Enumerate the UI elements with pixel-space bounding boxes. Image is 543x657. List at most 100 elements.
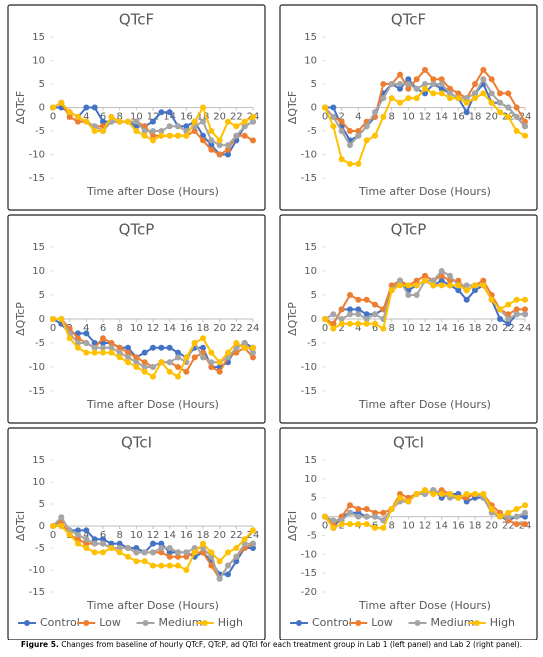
point xyxy=(225,571,231,578)
point xyxy=(166,123,173,130)
point xyxy=(83,536,90,543)
point xyxy=(438,81,445,87)
point xyxy=(430,90,437,97)
point xyxy=(83,118,90,125)
point xyxy=(422,85,428,92)
point xyxy=(463,99,470,106)
point xyxy=(372,524,378,531)
point xyxy=(141,558,148,565)
point xyxy=(100,118,106,125)
point xyxy=(405,292,412,298)
point xyxy=(125,545,131,551)
point xyxy=(91,104,98,111)
y-tick-label: 15 xyxy=(32,242,45,253)
x-tick-label: 4 xyxy=(83,530,89,541)
x-tick-label: 16 xyxy=(180,323,193,334)
point xyxy=(116,354,123,361)
point xyxy=(100,540,106,547)
point xyxy=(75,335,81,342)
legend-marker xyxy=(296,620,302,626)
point xyxy=(225,354,231,361)
point xyxy=(447,90,453,97)
point xyxy=(250,349,256,356)
caption-label: Figure 5. xyxy=(20,640,59,649)
point xyxy=(183,553,190,560)
y-tick-label: -10 xyxy=(301,150,317,161)
point xyxy=(233,123,240,130)
point xyxy=(250,527,256,534)
x-axis-label: Time after Dose (Hours) xyxy=(358,599,491,612)
point xyxy=(322,104,328,111)
point xyxy=(522,123,528,130)
point xyxy=(166,368,173,375)
point xyxy=(355,506,362,513)
point xyxy=(250,540,256,547)
point xyxy=(455,277,462,284)
point xyxy=(438,490,445,497)
y-tick-label: 5 xyxy=(39,499,45,510)
legend-label: Control xyxy=(40,616,80,629)
point xyxy=(388,81,395,87)
point xyxy=(447,490,453,497)
x-tick-label: 14 xyxy=(163,323,176,334)
x-tick-label: 20 xyxy=(213,323,226,334)
legend-marker xyxy=(83,620,90,626)
x-tick-label: 0 xyxy=(50,323,56,334)
x-tick-label: 20 xyxy=(485,112,498,123)
point xyxy=(480,277,487,284)
x-tick-label: 10 xyxy=(130,112,143,123)
point xyxy=(438,76,445,83)
point xyxy=(83,527,90,534)
point xyxy=(83,330,90,337)
x-tick-label: 0 xyxy=(322,112,328,123)
point xyxy=(438,268,445,274)
point xyxy=(522,311,528,318)
point xyxy=(413,282,420,289)
point xyxy=(363,316,370,322)
point xyxy=(480,76,487,83)
point xyxy=(166,132,173,139)
point xyxy=(497,90,503,97)
x-tick-label: 0 xyxy=(50,530,56,541)
x-tick-label: 8 xyxy=(116,323,122,334)
point xyxy=(241,344,248,351)
point xyxy=(225,142,231,149)
x-tick-label: 12 xyxy=(147,323,160,334)
y-tick-label: 15 xyxy=(32,32,45,43)
point xyxy=(397,282,403,289)
x-tick-label: 22 xyxy=(230,323,243,334)
point xyxy=(233,344,240,351)
x-tick-label: 8 xyxy=(388,323,394,334)
point xyxy=(166,553,173,560)
point xyxy=(513,311,520,318)
point xyxy=(372,132,378,139)
point xyxy=(513,306,520,313)
point xyxy=(108,545,115,551)
x-tick-label: 20 xyxy=(485,521,498,532)
y-tick-label: -10 xyxy=(29,150,45,161)
point xyxy=(497,513,503,520)
point xyxy=(183,132,190,139)
point xyxy=(175,123,181,130)
legend-label: High xyxy=(490,616,515,629)
x-tick-label: 18 xyxy=(469,112,482,123)
x-tick-label: 10 xyxy=(402,323,415,334)
point xyxy=(100,549,106,556)
point xyxy=(397,277,403,284)
point xyxy=(91,123,98,130)
point xyxy=(347,160,353,167)
x-tick-label: 22 xyxy=(502,521,515,532)
point xyxy=(250,344,256,351)
legend-marker xyxy=(355,620,362,626)
point xyxy=(405,85,412,92)
point xyxy=(200,132,206,139)
point xyxy=(355,132,362,139)
point xyxy=(158,344,165,351)
y-tick-label: 10 xyxy=(304,474,317,485)
point xyxy=(83,545,90,551)
point xyxy=(191,340,198,346)
x-tick-label: 12 xyxy=(419,112,432,123)
point xyxy=(175,373,181,380)
point xyxy=(363,320,370,327)
point xyxy=(183,123,190,130)
